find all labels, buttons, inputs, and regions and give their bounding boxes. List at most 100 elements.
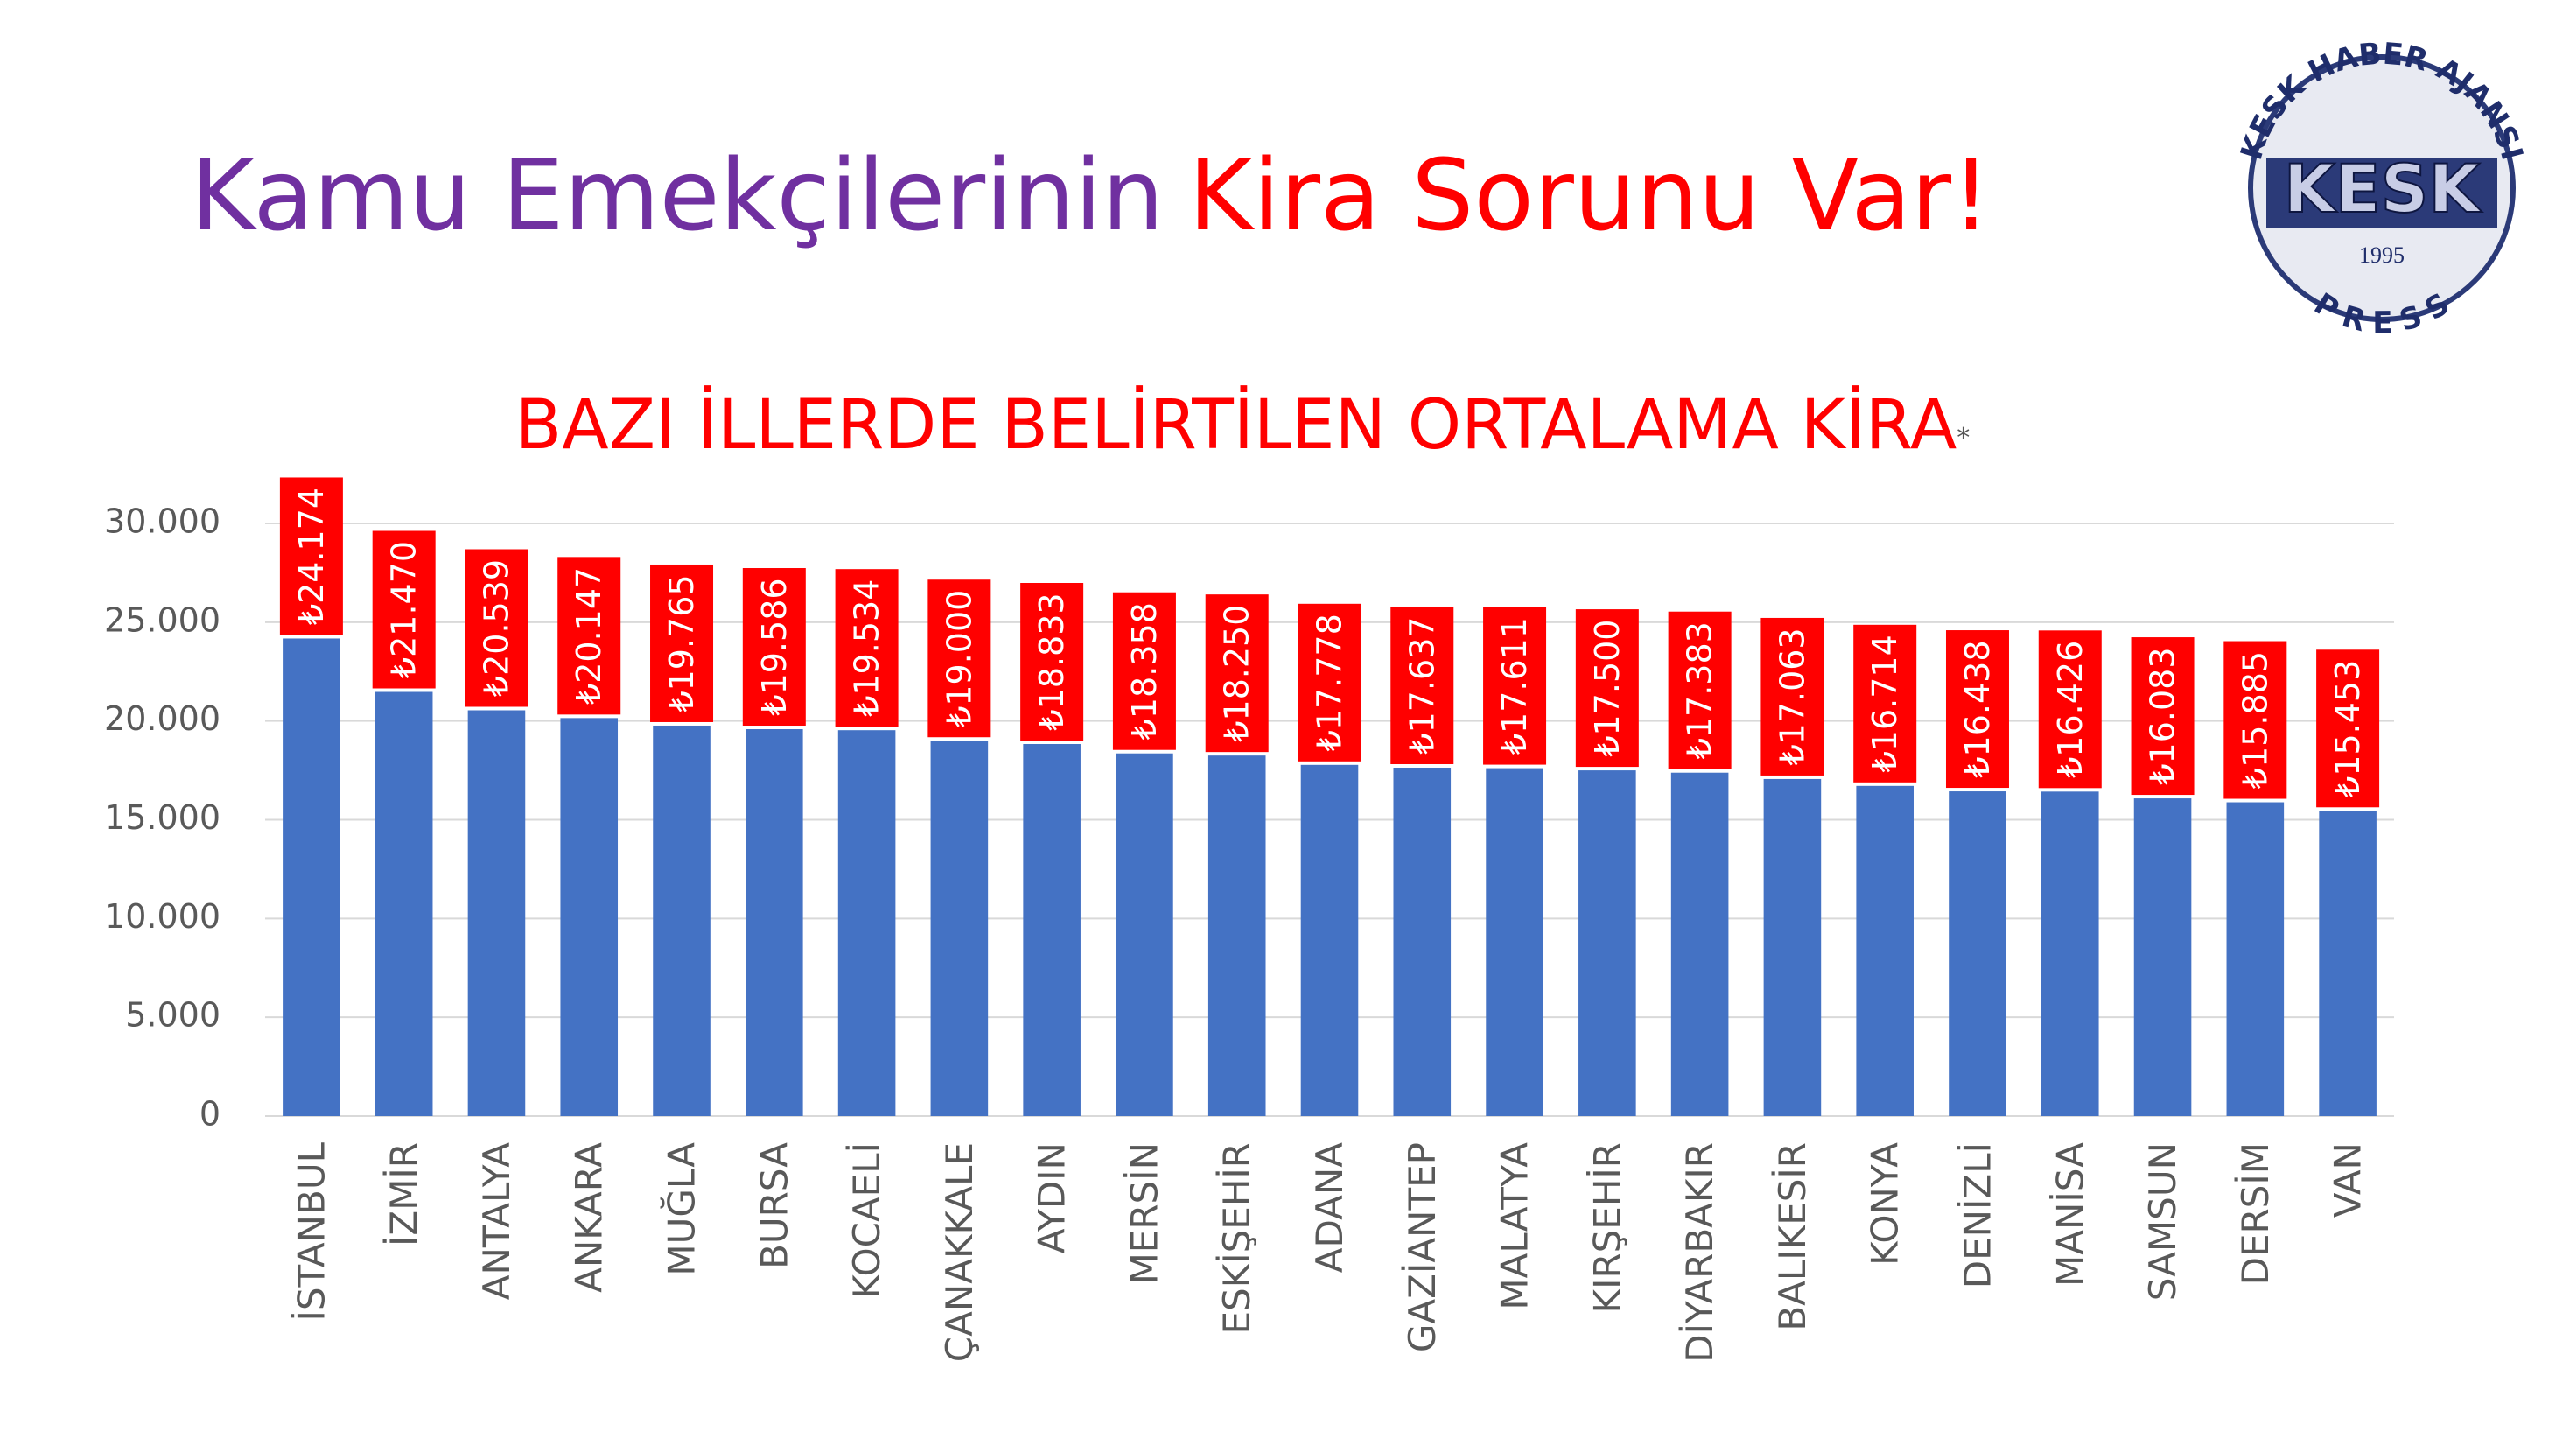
- logo: KESK HABER AJANSI KESK 1995 P R E S S: [2234, 37, 2530, 341]
- value-label-box: [465, 549, 528, 707]
- bar: [2226, 802, 2285, 1116]
- bar: [1856, 785, 1914, 1116]
- bar: [653, 725, 710, 1116]
- value-label: ₺17.611: [1495, 617, 1534, 755]
- bar: [1208, 755, 1266, 1116]
- value-label: ₺18.358: [1125, 602, 1164, 740]
- value-label-box: [742, 568, 806, 727]
- value-label: ₺16.083: [2144, 647, 2182, 784]
- value-label: ₺15.885: [2236, 651, 2274, 789]
- x-tick-label: İZMİR: [382, 1142, 425, 1246]
- value-label: ₺16.438: [1958, 640, 1997, 777]
- chart-title: BAZI İLLERDE BELİRTİLEN ORTALAMA KİRA*: [515, 385, 1970, 465]
- value-label-box: [557, 557, 621, 715]
- x-tick-label: MANİSA: [2048, 1142, 2091, 1287]
- value-label-box: [372, 530, 436, 689]
- y-tick-label: 30.000: [104, 502, 220, 541]
- value-label-box: [1668, 611, 1732, 769]
- x-tick-label: ADANA: [1308, 1142, 1351, 1273]
- value-label: ₺19.586: [755, 578, 794, 715]
- bar: [2040, 791, 2099, 1116]
- bar: [467, 710, 526, 1116]
- value-label: ₺17.500: [1588, 620, 1627, 757]
- bar: [283, 638, 340, 1116]
- value-label-box: [650, 564, 714, 722]
- value-label-box: [279, 477, 343, 635]
- value-label: ₺17.778: [1311, 614, 1349, 751]
- bar: [1300, 764, 1359, 1116]
- value-label-box: [1760, 617, 1824, 776]
- value-label: ₺16.714: [1866, 635, 1904, 772]
- value-label: ₺18.250: [1218, 605, 1256, 742]
- bar: [2319, 811, 2376, 1116]
- value-label: ₺16.426: [2051, 641, 2090, 778]
- x-tick-label: VAN: [2327, 1142, 2370, 1218]
- value-label-box: [1575, 609, 1639, 768]
- value-label: ₺20.147: [570, 567, 608, 705]
- value-label-box: [2038, 630, 2102, 789]
- x-tick-label: KOCAELİ: [844, 1142, 888, 1299]
- value-label-box: [1112, 592, 1176, 750]
- bar: [2133, 798, 2192, 1116]
- value-label: ₺17.637: [1403, 616, 1441, 754]
- bar: [1578, 770, 1636, 1116]
- bar: [930, 741, 989, 1116]
- title-part: Kamu Emekçilerinin: [191, 139, 1164, 253]
- x-tick-label: SAMSUN: [2141, 1142, 2184, 1301]
- bar: [1763, 778, 1822, 1116]
- bar: [1949, 791, 2006, 1116]
- bar: [1670, 772, 1729, 1116]
- bar: [746, 729, 803, 1116]
- value-label: ₺24.174: [292, 488, 331, 625]
- x-tick-label: BALIKESİR: [1770, 1142, 1814, 1331]
- y-tick-label: 10.000: [104, 897, 220, 936]
- x-tick-label: DENİZLİ: [1955, 1142, 1998, 1288]
- value-label: ₺17.383: [1681, 621, 1719, 759]
- value-label-box: [1390, 606, 1454, 764]
- value-label: ₺19.534: [848, 579, 886, 717]
- x-tick-label: ESKİŞEHİR: [1214, 1142, 1258, 1334]
- value-label-box: [1298, 603, 1362, 762]
- title-note: *: [1956, 423, 1970, 453]
- value-label-box: [1020, 583, 1084, 741]
- value-label: ₺19.765: [662, 574, 701, 712]
- y-tick-label: 5.000: [125, 996, 220, 1035]
- x-tick-label: GAZİANTEP: [1400, 1142, 1444, 1352]
- title-part: Kira Sorunu Var!: [1188, 139, 1991, 253]
- chart-title-text: BAZI İLLERDE BELİRTİLEN ORTALAMA KİRA: [515, 385, 1956, 465]
- x-tick-label: DERSİM: [2233, 1142, 2277, 1285]
- value-label-box: [2223, 641, 2287, 799]
- value-label: ₺19.000: [940, 590, 978, 727]
- slide-title: Kamu Emekçilerinin Kira Sorunu Var!: [191, 139, 1991, 253]
- value-label: ₺20.539: [477, 559, 515, 697]
- x-tick-label: MUĞLA: [660, 1142, 704, 1276]
- value-label-box: [1853, 624, 1917, 783]
- x-tick-label: DİYARBAKIR: [1677, 1142, 1721, 1363]
- value-label-box: [2131, 637, 2194, 796]
- y-tick-label: 20.000: [104, 699, 220, 738]
- value-label: ₺18.833: [1032, 593, 1071, 730]
- x-tick-label: ANTALYA: [475, 1142, 518, 1300]
- logo-year: 1995: [2359, 242, 2404, 268]
- x-tick-label: KONYA: [1864, 1142, 1907, 1266]
- x-tick-label: ÇANAKKALE: [938, 1142, 981, 1362]
- value-label-box: [928, 579, 991, 738]
- x-tick-label: ANKARA: [568, 1142, 611, 1293]
- value-label: ₺17.063: [1773, 628, 1811, 765]
- value-label-box: [2316, 649, 2380, 808]
- y-tick-label: 0: [200, 1095, 220, 1134]
- logo-band: [2266, 158, 2497, 228]
- bar: [1023, 744, 1081, 1116]
- bar: [1393, 767, 1452, 1116]
- value-label-box: [835, 569, 899, 727]
- x-tick-label: MALATYA: [1494, 1142, 1536, 1310]
- bar: [1116, 753, 1173, 1116]
- bar: [560, 718, 619, 1116]
- bar: [1486, 768, 1544, 1116]
- bar: [837, 730, 896, 1116]
- value-label-box: [1483, 607, 1547, 765]
- x-tick-label: İSTANBUL: [289, 1141, 332, 1321]
- value-label: ₺21.470: [385, 541, 424, 678]
- value-label-box: [1945, 630, 2009, 789]
